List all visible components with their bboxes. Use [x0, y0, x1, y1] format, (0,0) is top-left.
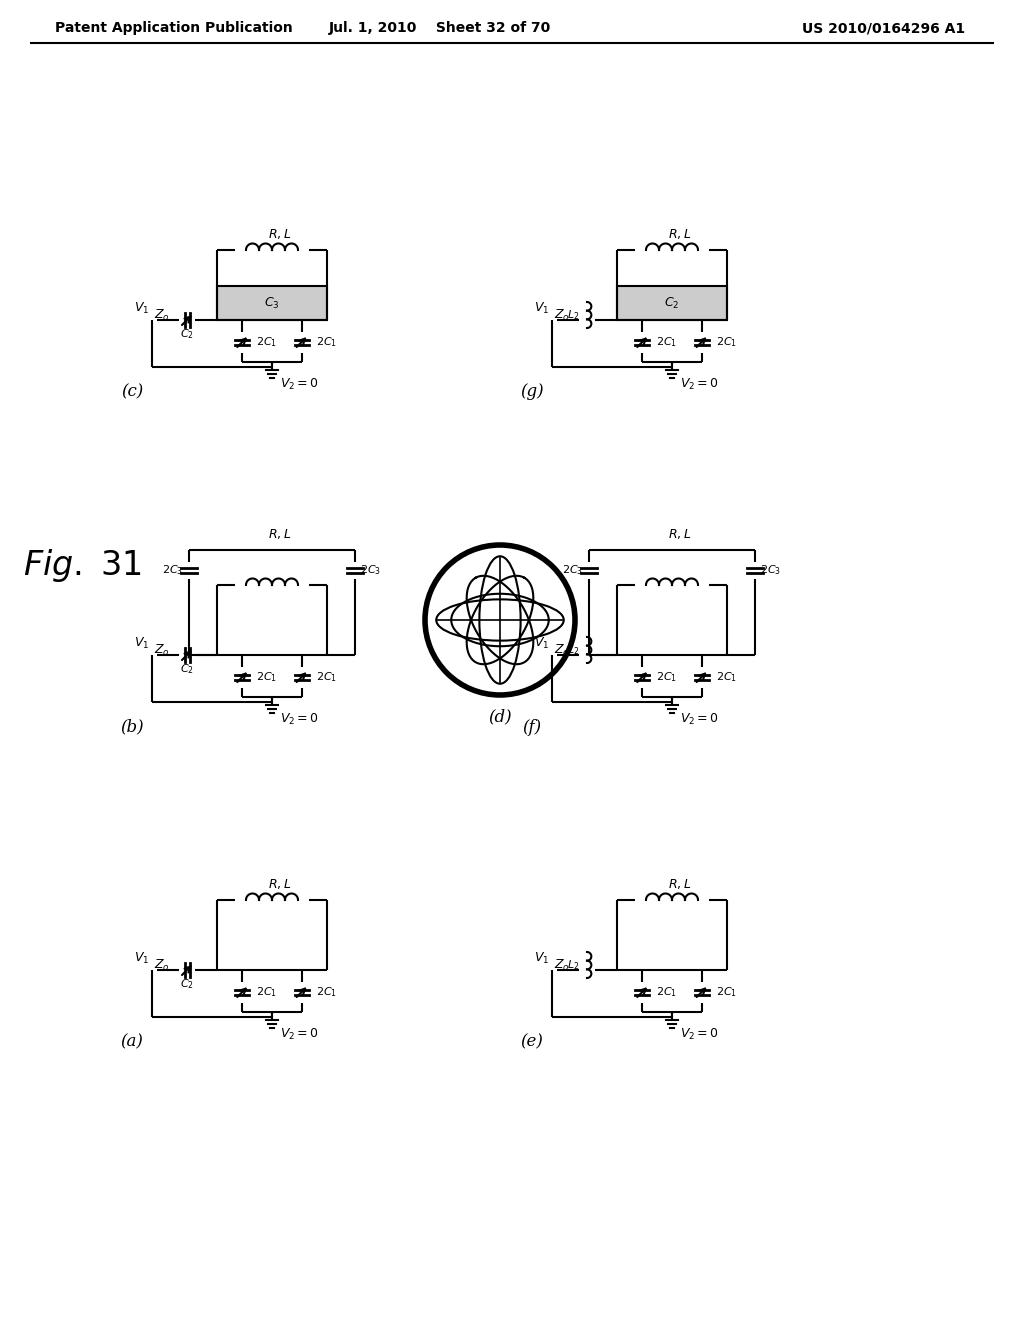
Text: $V_1$: $V_1$	[535, 635, 550, 651]
Text: $R,L$: $R,L$	[268, 876, 292, 891]
Text: $2C_1$: $2C_1$	[656, 985, 678, 999]
Text: $V_1$: $V_1$	[134, 950, 150, 965]
Text: $2C_1$: $2C_1$	[256, 985, 278, 999]
Text: $2C_1$: $2C_1$	[716, 985, 737, 999]
Text: $C_2$: $C_2$	[665, 296, 680, 310]
Text: $2C_1$: $2C_1$	[315, 671, 337, 684]
Text: $2C_1$: $2C_1$	[256, 335, 278, 348]
Text: (g): (g)	[520, 384, 544, 400]
Text: $R,L$: $R,L$	[669, 876, 691, 891]
Bar	[617, 286, 727, 319]
Text: $V_1$: $V_1$	[535, 301, 550, 315]
Text: $V_1$: $V_1$	[134, 301, 150, 315]
Text: $C_3$: $C_3$	[264, 296, 280, 310]
Text: $2C_3$: $2C_3$	[761, 564, 781, 577]
Text: $2C_1$: $2C_1$	[656, 671, 678, 684]
Text: $2C_1$: $2C_1$	[315, 335, 337, 348]
Text: $R,L$: $R,L$	[268, 527, 292, 541]
Text: $2C_1$: $2C_1$	[315, 985, 337, 999]
Text: $2C_3$: $2C_3$	[360, 564, 382, 577]
Text: $V_1$: $V_1$	[535, 950, 550, 965]
Text: $V_2=0$: $V_2=0$	[680, 1027, 719, 1041]
Text: $V_2=0$: $V_2=0$	[680, 376, 719, 392]
Text: $C_2$: $C_2$	[180, 977, 194, 991]
Text: (b): (b)	[120, 718, 143, 735]
Text: $R,L$: $R,L$	[669, 527, 691, 541]
Text: US 2010/0164296 A1: US 2010/0164296 A1	[802, 21, 965, 36]
Text: $Z_o$: $Z_o$	[154, 957, 170, 973]
Text: $V_1$: $V_1$	[134, 635, 150, 651]
Text: $V_2=0$: $V_2=0$	[280, 1027, 318, 1041]
Text: $R,L$: $R,L$	[669, 227, 691, 242]
Text: $R,L$: $R,L$	[268, 227, 292, 242]
Text: $\it{Fig.\ 31}$: $\it{Fig.\ 31}$	[23, 546, 141, 583]
Text: (a): (a)	[121, 1034, 143, 1051]
Text: $2C_1$: $2C_1$	[716, 671, 737, 684]
Text: $C_2$: $C_2$	[180, 663, 194, 676]
Text: $2C_1$: $2C_1$	[256, 671, 278, 684]
Text: Patent Application Publication: Patent Application Publication	[55, 21, 293, 36]
Text: $2C_3$: $2C_3$	[163, 564, 183, 577]
Text: $V_2=0$: $V_2=0$	[680, 711, 719, 726]
Text: $Z_o$: $Z_o$	[154, 308, 170, 322]
Text: $Z_o$: $Z_o$	[554, 308, 570, 322]
Text: $Z_o$: $Z_o$	[154, 643, 170, 657]
Text: $L_2$: $L_2$	[567, 643, 580, 657]
Text: $2C_1$: $2C_1$	[716, 335, 737, 348]
Text: $Z_o$: $Z_o$	[554, 643, 570, 657]
Text: (c): (c)	[121, 384, 143, 400]
Text: $V_2=0$: $V_2=0$	[280, 711, 318, 726]
Text: $V_2=0$: $V_2=0$	[280, 376, 318, 392]
Text: $L_2$: $L_2$	[567, 308, 580, 322]
Text: Jul. 1, 2010    Sheet 32 of 70: Jul. 1, 2010 Sheet 32 of 70	[329, 21, 551, 36]
Text: (f): (f)	[522, 718, 542, 735]
Text: $Z_o$: $Z_o$	[554, 957, 570, 973]
Text: (d): (d)	[488, 709, 512, 726]
Text: $2C_3$: $2C_3$	[562, 564, 584, 577]
Text: $L_2$: $L_2$	[567, 958, 580, 972]
Text: (e): (e)	[520, 1034, 544, 1051]
Text: $2C_1$: $2C_1$	[656, 335, 678, 348]
Text: $C_2$: $C_2$	[180, 327, 194, 341]
Bar	[217, 286, 327, 319]
